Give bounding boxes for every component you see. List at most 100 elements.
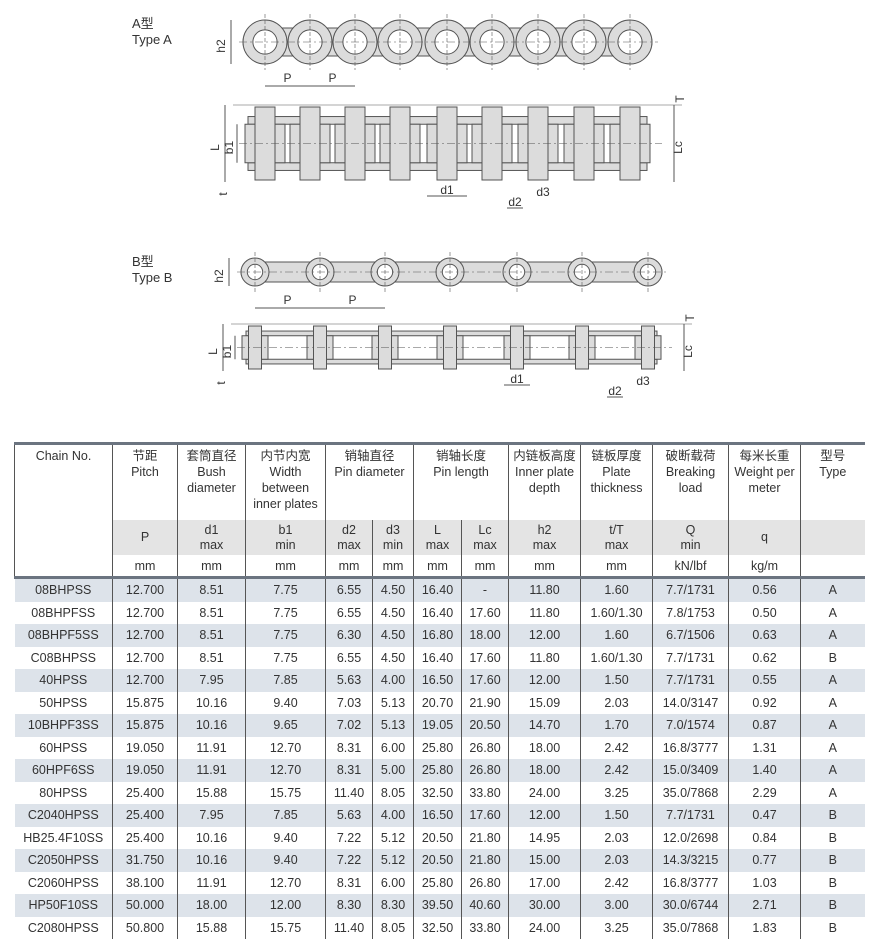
table-cell: 8.31 <box>325 871 373 894</box>
symbol: d3 <box>386 522 400 537</box>
table-cell: 1.50 <box>580 804 653 827</box>
table-cell: 7.85 <box>245 804 326 827</box>
chain-no-cell: 10BHPF3SS <box>14 714 113 737</box>
table-cell: 32.50 <box>413 781 462 804</box>
table-cell: 10.16 <box>177 691 246 714</box>
table-cell: 21.90 <box>460 691 509 714</box>
table-cell: B <box>800 804 865 827</box>
header-cn: 型号 <box>820 449 846 463</box>
table-cell: 15.0/3409 <box>652 759 729 782</box>
header-col: 链板厚度 Plate thickness <box>580 443 653 520</box>
table-cell: A <box>800 601 865 624</box>
table-cell: 30.00 <box>508 894 581 917</box>
table-row: 08BHPFSS 12.700 8.51 7.75 6.55 4.50 16.40 17.60… <box>15 601 865 624</box>
chain-no-cell: HB25.4F10SS <box>23 830 104 845</box>
symbol-qualifier: min <box>275 537 296 552</box>
table-cell: 1.83 <box>728 916 801 939</box>
table-cell: B <box>800 894 865 917</box>
chain-no-cell: 08BHPSS <box>14 577 113 602</box>
header-cn: 内链板高度 <box>513 449 576 463</box>
table-cell: 16.40 <box>413 601 462 624</box>
table-cell: A <box>800 577 865 602</box>
symbol: t/T <box>609 522 624 537</box>
table-cell: 12.700 <box>112 669 178 692</box>
table-cell: 2.03 <box>580 849 653 872</box>
chain-no-cell: C2080HPSS <box>27 920 99 935</box>
header-en: Inner plate depth <box>514 465 575 495</box>
table-cell: 18.00 <box>508 759 581 782</box>
table-cell: 3.25 <box>580 916 653 939</box>
table-cell: 7.02 <box>325 714 373 737</box>
table-cell: 15.875 <box>112 691 178 714</box>
type-a-label: A型 Type A <box>132 16 172 48</box>
symbol-qualifier: min <box>680 537 701 552</box>
table-cell: 50.800 <box>112 916 178 939</box>
header-en: Bush diameter <box>187 465 236 495</box>
table-cell: 33.80 <box>460 781 509 804</box>
table-cell: 15.875 <box>112 714 178 737</box>
table-cell: 8.51 <box>177 624 246 647</box>
table-cell: - <box>460 577 509 602</box>
table-cell: 11.80 <box>508 646 581 669</box>
type-b-label-en: Type B <box>132 270 173 285</box>
header-symbol: q <box>728 520 801 555</box>
table-cell: 38.100 <box>112 871 178 894</box>
table-cell: 12.00 <box>508 804 581 827</box>
table-cell: 17.00 <box>508 871 581 894</box>
table-cell: 15.00 <box>508 849 581 872</box>
table-cell: 11.80 <box>508 601 581 624</box>
table-cell: 6.55 <box>325 646 373 669</box>
symbol: Q <box>685 522 696 537</box>
table-cell: 8.30 <box>325 894 373 917</box>
h2-label: h2 <box>214 39 228 53</box>
symbol: L <box>434 522 441 537</box>
table-cell: 26.80 <box>460 759 509 782</box>
header-en: Plate thickness <box>590 465 643 495</box>
table-cell: 0.55 <box>728 669 801 692</box>
d3-label: d3 <box>536 185 550 199</box>
table-cell: 8.51 <box>177 601 246 624</box>
t-label: t <box>214 381 228 385</box>
type-a-label-en: Type A <box>132 32 172 47</box>
header-cn: 节距 <box>132 449 158 463</box>
table-cell: 17.60 <box>460 646 509 669</box>
table-row: C2040HPSS 25.400 7.95 7.85 5.63 4.00 16.50 17.6… <box>14 804 865 827</box>
table-cell: 3.25 <box>580 781 653 804</box>
d1-label: d1 <box>440 183 454 197</box>
table-cell: 11.40 <box>325 781 373 804</box>
table-cell: 2.42 <box>580 736 653 759</box>
table-cell: 39.50 <box>413 894 462 917</box>
table-row: C08BHPSS 12.700 8.51 7.75 6.55 4.50 16.40 17.60… <box>15 646 865 669</box>
table-cell: 30.0/6744 <box>652 894 729 917</box>
type-a-label-cn: A型 <box>132 16 154 31</box>
table-cell: 26.80 <box>460 736 509 759</box>
table-row: C2060HPSS 38.100 11.91 12.70 8.31 6.00 25.80 26… <box>15 871 865 894</box>
table-cell: 32.50 <box>413 916 462 939</box>
symbol-qualifier: max <box>337 537 361 552</box>
table-row: 08BHPSS 12.700 8.51 7.75 6.55 4.50 16.40-11.80… <box>14 577 865 602</box>
table-cell: 11.80 <box>508 577 581 602</box>
table-cell: 7.85 <box>245 669 326 692</box>
table-cell: 12.70 <box>245 736 326 759</box>
table-cell: 0.77 <box>728 849 801 872</box>
header-cn: 破断载荷 <box>665 449 716 463</box>
b1-label: b1 <box>222 141 236 155</box>
table-cell: 7.75 <box>245 601 326 624</box>
table-cell: 20.70 <box>413 691 462 714</box>
table-cell: 5.63 <box>325 804 373 827</box>
table-cell: 20.50 <box>413 849 462 872</box>
header-chain-no-text: Chain No. <box>35 449 92 463</box>
header-unit: kN/lbf <box>652 555 729 578</box>
table-cell: 15.09 <box>508 691 581 714</box>
table-cell: 19.050 <box>112 759 178 782</box>
pitch-label: P <box>283 293 291 307</box>
table-row: 60HPF6SS 19.050 11.91 12.70 8.31 5.00 25.80 26.… <box>14 759 865 782</box>
T-label: T <box>673 95 687 103</box>
header-col: 销轴长度 Pin length <box>412 443 509 520</box>
table-cell: 8.31 <box>325 759 373 782</box>
chain-no-cell: C2040HPSS <box>14 804 113 827</box>
table-cell: 6.30 <box>325 624 373 647</box>
table-cell: 25.400 <box>112 781 178 804</box>
table-cell: 19.05 <box>413 714 462 737</box>
table-row: 80HPSS 25.400 15.88 15.75 11.40 8.05 32.50 33.8… <box>15 781 865 804</box>
